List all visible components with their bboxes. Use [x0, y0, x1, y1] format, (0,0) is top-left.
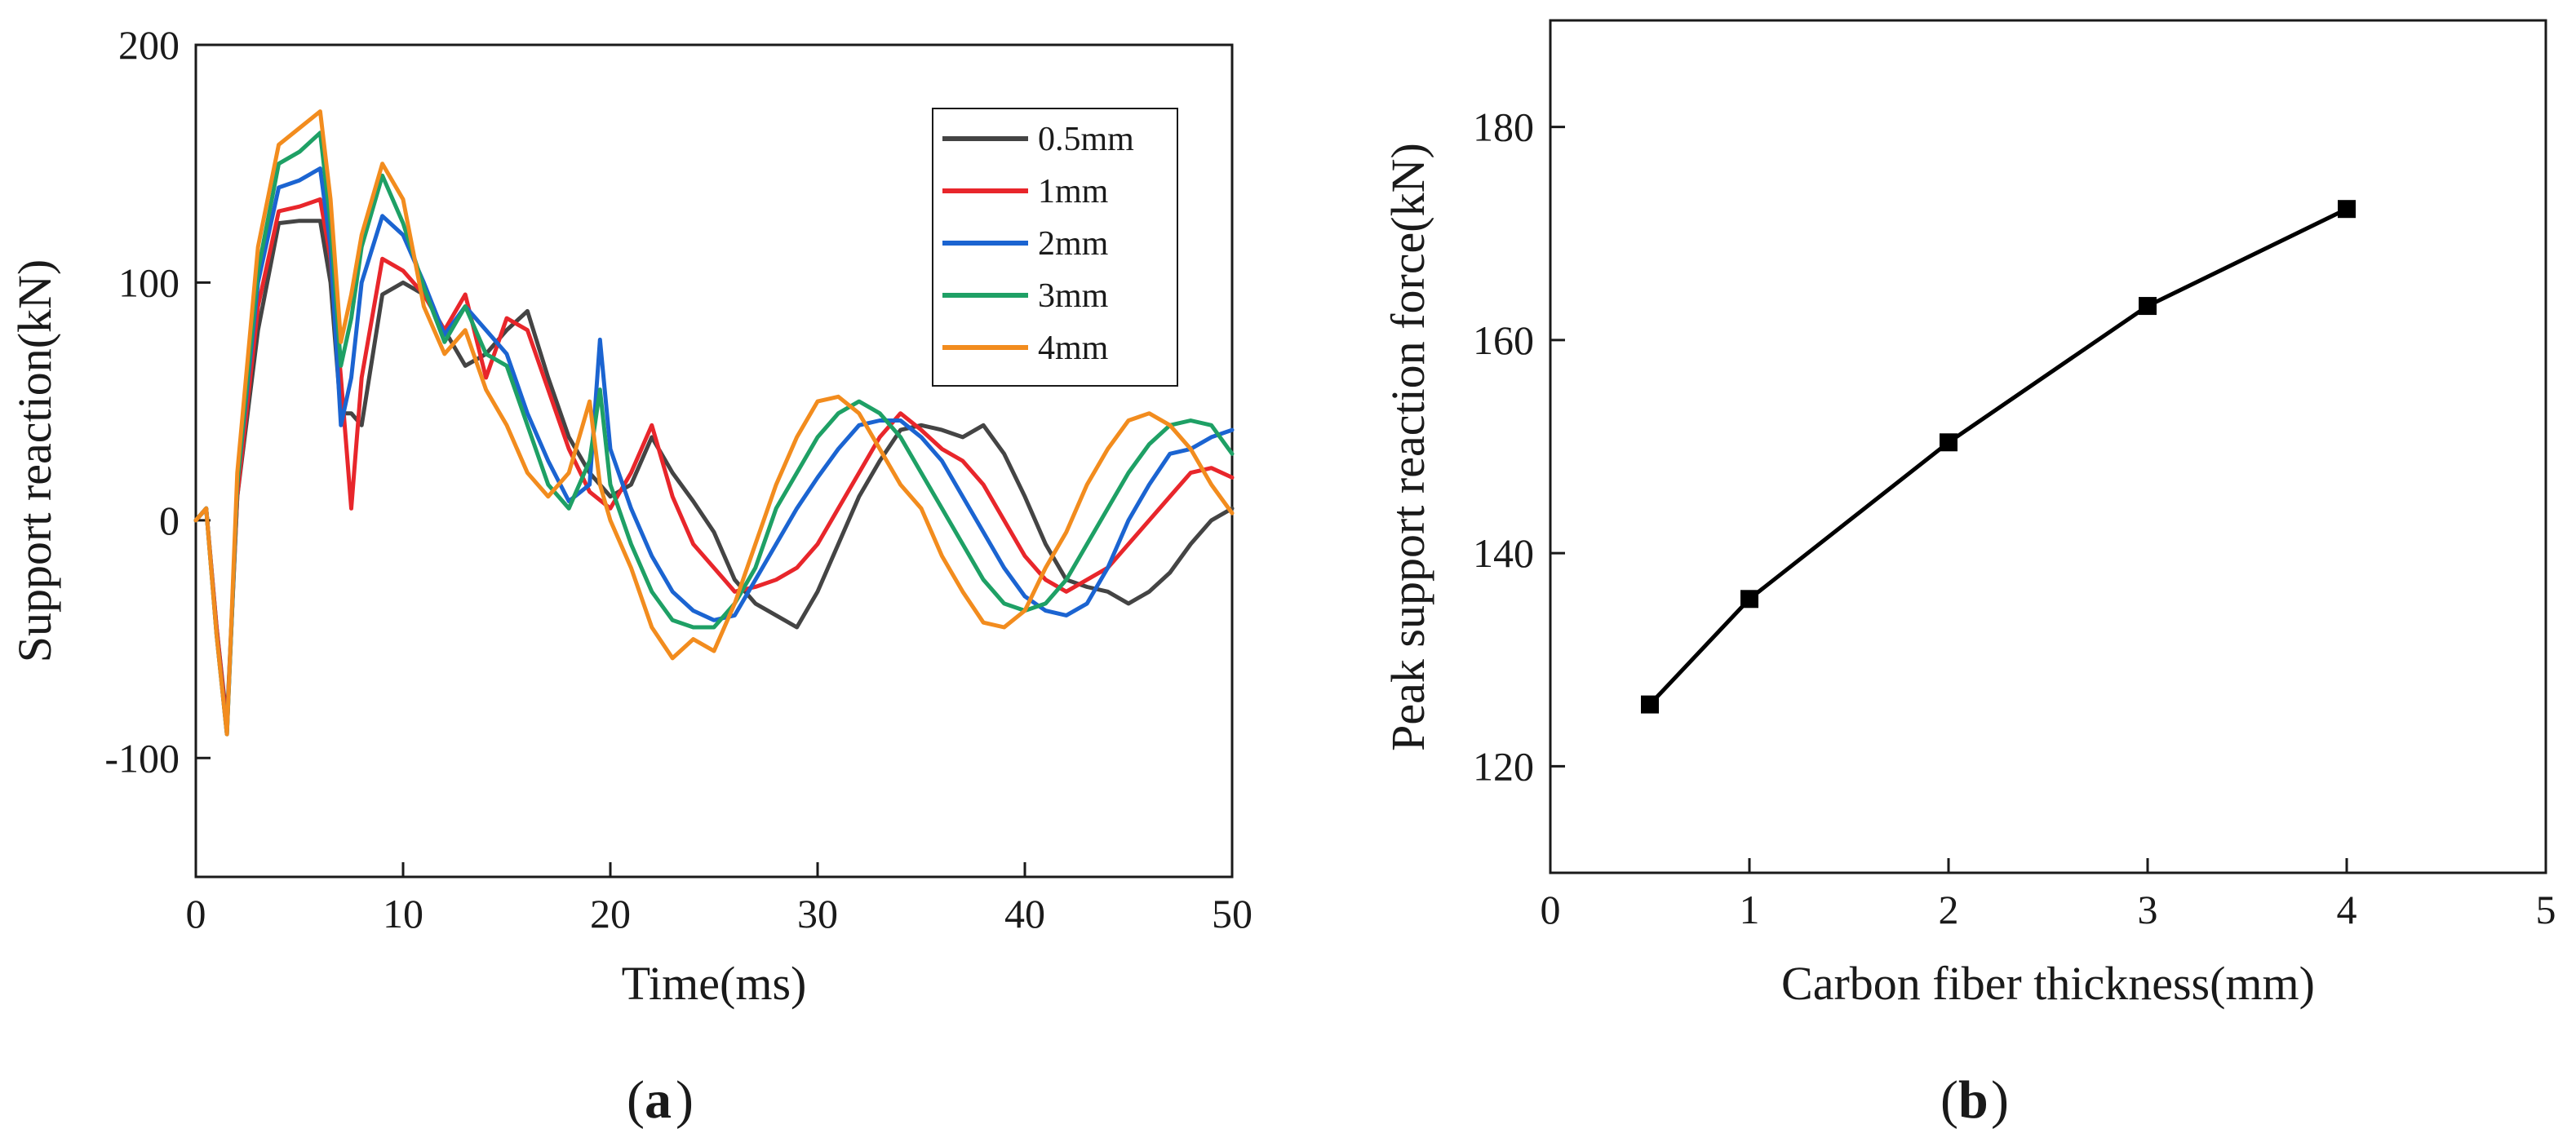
panel-a-y-tick-label: -100 [104, 735, 180, 781]
svg-text:): ) [1991, 1070, 2009, 1130]
panel-a-series-line-4 [193, 109, 1235, 737]
panel-b-y-tick-label: 140 [1473, 530, 1534, 576]
panel-b-x-axis-label: Carbon fiber thickness(mm) [1781, 957, 2315, 1010]
legend-label-1mm: 1mm [1038, 173, 1109, 210]
panel-b-caption-letter: b [1958, 1070, 1989, 1130]
panel-a-y-tick-label: 200 [118, 22, 180, 68]
panel-a-x-tick-label: 40 [1004, 891, 1045, 936]
panel-b-y-tick-label: 180 [1473, 104, 1534, 150]
panel-a-x-axis-label: Time(ms) [622, 957, 807, 1010]
panel-b-chart: 0 1 2 3 4 5 120 140 160 180 Carbon fiber thicknes… [1381, 19, 2556, 1130]
panel-b-data-point [1740, 590, 1758, 609]
panel-b-x-tick-label: 3 [2138, 887, 2158, 932]
panel-a-ticks: 0 10 20 30 40 50 -100 0 100 200 [104, 22, 1253, 936]
svg-text:): ) [676, 1070, 694, 1130]
panel-b-y-tick-label: 160 [1473, 317, 1534, 363]
panel-b-data-point [1641, 695, 1659, 714]
panel-a-caption: ( a ) [627, 1070, 694, 1130]
panel-a-series-line-0 [193, 219, 1235, 725]
panel-b-plot-frame [1549, 19, 2547, 874]
panel-b-x-tick-label: 1 [1740, 887, 1760, 932]
panel-a-legend-frame [932, 108, 1178, 387]
panel-b-x-tick-label: 2 [1939, 887, 1959, 932]
legend-label-0.5mm: 0.5mm [1038, 121, 1134, 158]
panel-b-x-tick-label: 0 [1541, 887, 1561, 932]
panel-a-series [193, 109, 1235, 737]
panel-a-x-tick-label: 0 [186, 891, 206, 936]
panel-a-x-tick-label: 50 [1212, 891, 1253, 936]
panel-a-plot-frame [194, 43, 1234, 879]
panel-a-x-tick-label: 10 [383, 891, 423, 936]
panel-b-data-point [2338, 200, 2356, 219]
panel-a-y-axis-label: Support reaction(kN) [8, 259, 61, 662]
panel-a-x-tick-label: 30 [797, 891, 838, 936]
panel-b-x-tick-label: 4 [2337, 887, 2357, 932]
panel-b-series-line-0 [1647, 206, 2349, 707]
panel-a-y-tick-label: 100 [118, 259, 180, 305]
svg-text:(: ( [627, 1070, 645, 1130]
panel-b-ticks: 0 1 2 3 4 5 120 140 160 180 [1473, 104, 2556, 932]
panel-a-caption-letter: a [645, 1070, 672, 1130]
panel-b-y-axis-label: Peak support reaction force(kN) [1381, 143, 1434, 751]
panel-a-y-tick-label: 0 [159, 498, 180, 543]
legend-label-4mm: 4mm [1038, 330, 1109, 367]
panel-b-x-tick-label: 5 [2536, 887, 2556, 932]
svg-text:(: ( [1940, 1070, 1958, 1130]
panel-a-series-line-2 [193, 166, 1235, 737]
panel-b-y-tick-label: 120 [1473, 743, 1534, 789]
panel-a-legend: 0.5mm 1mm 2mm 3mm 4mm [932, 108, 1178, 387]
panel-b-series [1641, 200, 2356, 714]
panel-b-data-point [1940, 433, 1957, 452]
legend-label-2mm: 2mm [1038, 225, 1109, 263]
panel-b-data-point [2139, 297, 2157, 316]
legend-label-3mm: 3mm [1038, 277, 1109, 315]
panel-a-x-tick-label: 20 [590, 891, 631, 936]
panel-a-chart: 0 10 20 30 40 50 -100 0 100 200 Time(ms) Support … [8, 22, 1253, 1130]
panel-b-caption: ( b ) [1940, 1070, 2009, 1130]
